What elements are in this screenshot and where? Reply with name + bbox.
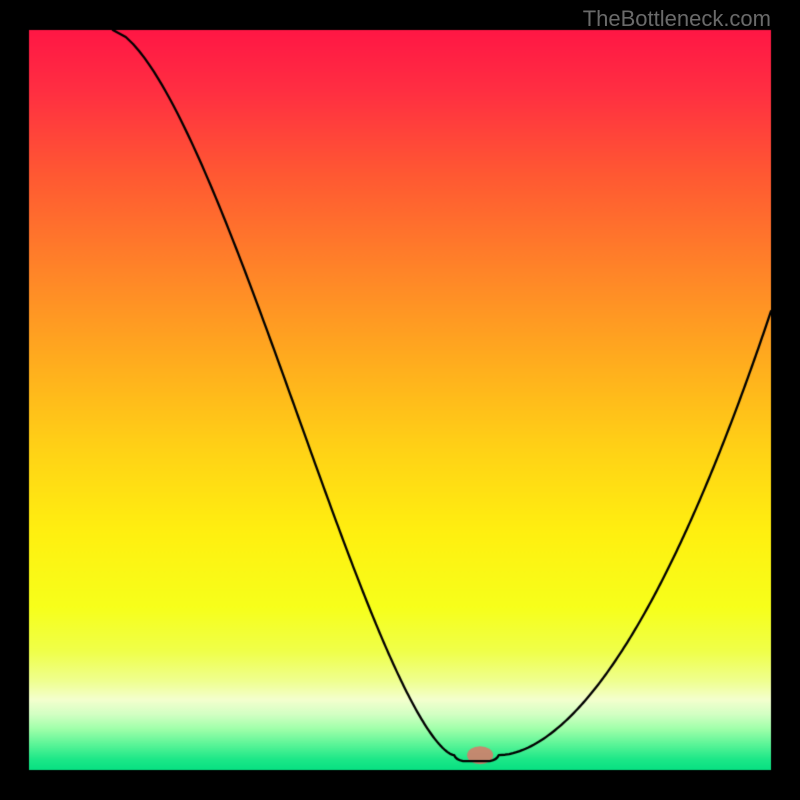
watermark-label: TheBottleneck.com (583, 6, 771, 32)
bottleneck-curve-chart (0, 0, 800, 800)
chart-stage: TheBottleneck.com (0, 0, 800, 800)
